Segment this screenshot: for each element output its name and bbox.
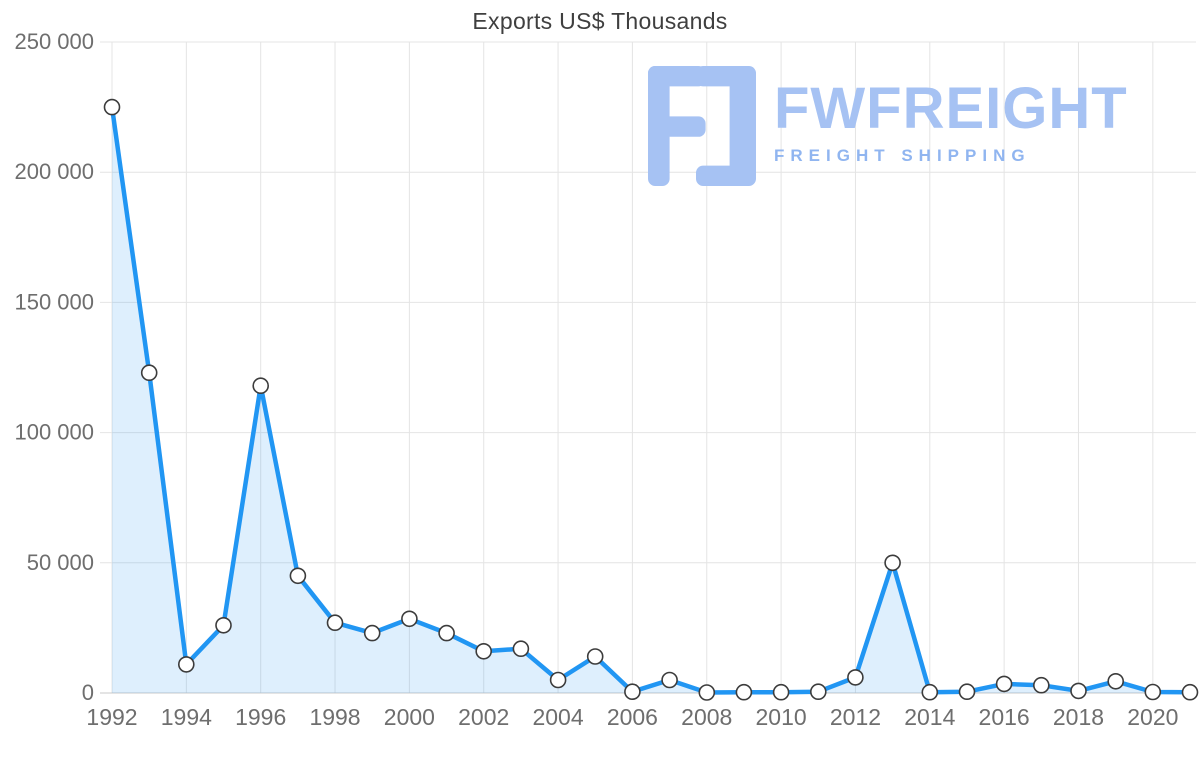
data-point-marker (1033, 676, 1050, 694)
data-point-marker (809, 683, 827, 701)
data-point-marker (549, 671, 567, 689)
x-axis-tick-label: 1992 (86, 704, 137, 730)
data-point-marker (698, 684, 716, 701)
x-axis-tick-label: 2006 (607, 704, 658, 730)
x-axis-tick-label: 2010 (756, 704, 807, 730)
y-axis-tick-label: 100 000 (14, 420, 94, 445)
x-axis-tick-label: 2000 (384, 704, 435, 730)
data-point-marker (586, 648, 604, 665)
data-point-marker (958, 683, 976, 701)
data-point-marker (475, 642, 493, 660)
data-point-marker (363, 624, 381, 642)
data-point-marker (847, 669, 864, 686)
data-point-marker (884, 554, 901, 572)
y-axis-tick-label: 200 000 (14, 159, 94, 184)
x-axis-tick-label: 2020 (1127, 704, 1178, 730)
data-point-marker (178, 656, 195, 673)
x-axis-tick-label: 1994 (161, 704, 212, 730)
data-point-marker (140, 364, 158, 382)
data-point-marker (921, 683, 939, 701)
chart-title: Exports US$ Thousands (472, 8, 728, 34)
y-axis-tick-label: 50 000 (27, 550, 94, 575)
data-point-marker (103, 98, 121, 116)
series-area-fill (112, 107, 1190, 694)
data-point-marker (512, 640, 530, 658)
x-axis-tick-label: 1996 (235, 704, 286, 730)
data-point-marker (624, 683, 641, 701)
data-point-marker (252, 377, 270, 395)
y-axis-tick-label: 0 (82, 680, 94, 705)
data-point-marker (326, 614, 344, 632)
x-axis-tick-label: 2018 (1053, 704, 1104, 730)
y-axis-tick-label: 250 000 (14, 29, 94, 54)
data-point-marker (401, 610, 418, 628)
data-point-marker (995, 675, 1013, 693)
data-point-marker (1107, 672, 1124, 690)
data-point-marker (772, 683, 790, 701)
data-point-marker (438, 624, 455, 642)
data-point-marker (215, 616, 232, 634)
data-point-marker (735, 683, 753, 701)
data-point-marker (1144, 683, 1162, 701)
data-point-marker (661, 671, 678, 689)
x-axis-tick-label: 2004 (532, 704, 583, 730)
x-axis-tick-label: 2012 (830, 704, 881, 730)
x-axis-tick-label: 2014 (904, 704, 955, 730)
x-axis-tick-label: 1998 (309, 704, 360, 730)
y-axis-tick-label: 150 000 (14, 289, 94, 314)
data-point-marker (1070, 682, 1087, 700)
x-axis-tick-label: 2008 (681, 704, 732, 730)
x-axis-tick-label: 2002 (458, 704, 509, 730)
x-axis-tick-label: 2016 (979, 704, 1030, 730)
data-point-marker (1181, 683, 1199, 701)
data-point-marker (289, 567, 307, 585)
